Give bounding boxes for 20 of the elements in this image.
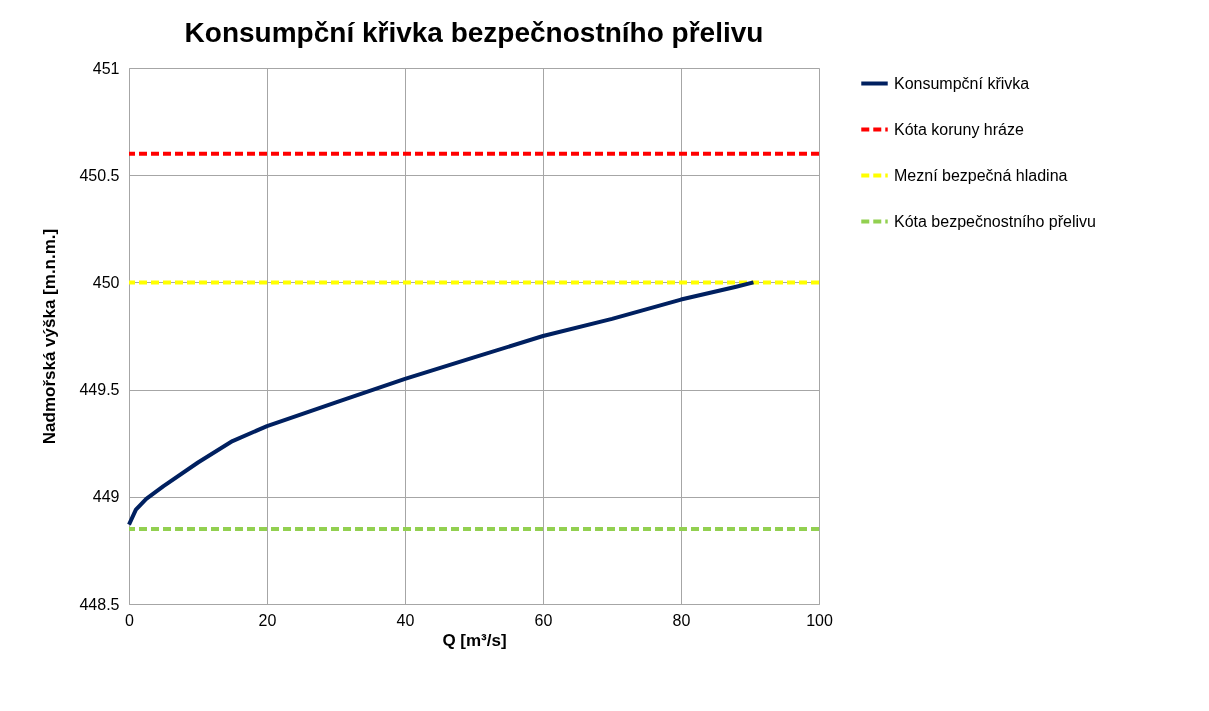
legend-label: Kóta bezpečnostního přelivu <box>894 212 1096 230</box>
chart-title: Konsumpční křivka bezpečnostního přelivu <box>184 17 764 48</box>
x-tick-label: 20 <box>258 611 277 629</box>
x-tick-label: 80 <box>672 611 691 629</box>
x-tick-label: 60 <box>534 611 553 629</box>
y-tick-label: 449 <box>92 488 120 506</box>
y-tick-label: 450.5 <box>79 166 120 184</box>
y-tick-label: 451 <box>92 59 120 77</box>
y-tick-label: 450 <box>92 273 120 291</box>
legend-label: Mezní bezpečná hladina <box>894 166 1068 184</box>
y-tick-label: 448.5 <box>79 595 120 613</box>
x-tick-label: 100 <box>806 611 833 629</box>
line-series <box>127 280 756 527</box>
y-tick-label: 449.5 <box>79 381 120 399</box>
x-axis-title: Q [m³/s] <box>442 630 507 650</box>
x-tick-label: 0 <box>125 611 135 629</box>
x-tick-label: 40 <box>396 611 415 629</box>
legend-label: Konsumpční křivka <box>894 74 1030 92</box>
legend-label: Kóta koruny hráze <box>894 120 1024 138</box>
y-axis-title: Nadmořská výška [m.n.m.] <box>40 228 60 445</box>
